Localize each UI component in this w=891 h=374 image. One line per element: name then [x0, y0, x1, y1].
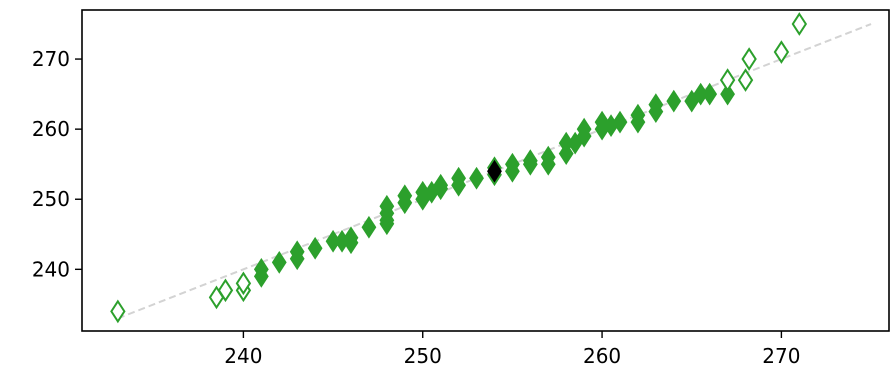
filled-diamond-point	[379, 194, 395, 218]
filled-diamond-point	[397, 184, 413, 208]
y-tick-label: 240	[32, 257, 70, 281]
hollow-diamond-point	[773, 40, 790, 64]
filled-diamond-point	[307, 236, 323, 260]
filled-diamond-point	[505, 152, 520, 176]
filled-diamond-point	[343, 231, 359, 255]
hollow-diamond-point	[737, 68, 754, 92]
hollow-diamond-point	[217, 278, 234, 303]
x-tick-label: 240	[224, 344, 262, 368]
filled-diamond-point	[289, 240, 305, 264]
filled-diamond-point	[433, 173, 449, 197]
highlighted-diamond-point	[487, 159, 502, 183]
filled-diamond-point	[469, 166, 484, 190]
hollow-diamond-point	[235, 271, 252, 296]
filled-diamond-point	[540, 145, 556, 169]
y-tick-label: 250	[32, 187, 70, 211]
filled-diamond-point	[361, 215, 377, 239]
hollow-diamond-point	[791, 12, 808, 36]
hollow-diamond-point	[110, 299, 126, 324]
filled-diamond-point	[702, 82, 718, 106]
x-tick-label: 270	[762, 344, 800, 368]
y-tick-label: 260	[32, 117, 70, 141]
x-tick-label: 250	[404, 344, 442, 368]
x-tick-label: 260	[583, 344, 621, 368]
filled-diamond-point	[612, 110, 628, 134]
filled-diamond-point	[720, 82, 735, 106]
plot-frame	[81, 9, 890, 332]
y-tick-label: 270	[32, 47, 70, 71]
axes: 240 250 260 270 240 250 260 270	[32, 9, 890, 368]
filled-diamond-point	[271, 250, 287, 274]
filled-diamond-point	[666, 89, 682, 113]
filled-diamond-point	[522, 149, 538, 173]
filled-diamond-point	[648, 93, 664, 116]
filled-diamond-point	[576, 117, 592, 141]
filled-diamond-point	[451, 166, 466, 190]
hollow-diamond-point	[741, 47, 757, 71]
hollow-diamond-point	[719, 68, 736, 92]
filled-diamond-point	[253, 257, 269, 281]
data-points-layer	[110, 12, 808, 324]
filled-diamond-point	[630, 103, 646, 127]
